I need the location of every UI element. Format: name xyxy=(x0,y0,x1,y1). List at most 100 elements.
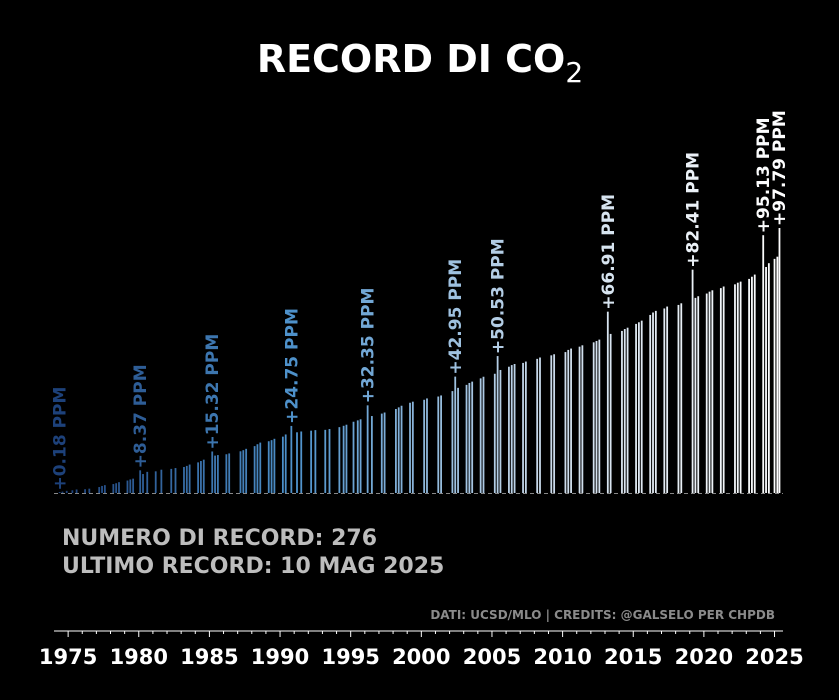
record-bar xyxy=(578,346,581,493)
record-bar xyxy=(778,227,781,494)
record-bar xyxy=(239,451,242,493)
last-record: ULTIMO RECORD: 10 MAG 2025 xyxy=(62,554,444,579)
record-bar xyxy=(352,421,355,493)
record-bar xyxy=(440,395,442,493)
record-annotation-label: +15.32 PPM xyxy=(203,334,223,450)
record-bar xyxy=(451,391,454,493)
record-bar xyxy=(638,322,640,493)
record-bar xyxy=(103,485,106,493)
record-annotation-label: +24.75 PPM xyxy=(282,308,302,424)
record-bar xyxy=(211,451,214,493)
record-bar xyxy=(654,310,657,493)
record-bar xyxy=(694,297,697,493)
x-axis: 1975 1980 1985 1990 1995 2000 2005 2010 2015 2020… xyxy=(39,630,804,669)
x-tick-label: 1975 xyxy=(39,645,97,669)
record-bar xyxy=(185,465,188,493)
record-bar xyxy=(225,454,228,493)
record-bar xyxy=(75,489,78,493)
record-bar xyxy=(328,429,331,493)
record-bar xyxy=(88,488,91,493)
record-bar xyxy=(101,485,103,493)
record-bar xyxy=(748,278,750,493)
record-bar xyxy=(539,357,541,493)
record-bar xyxy=(734,284,736,493)
record-annotation-label: +0.18 PPM xyxy=(51,387,71,491)
record-bar xyxy=(345,424,348,493)
record-bar xyxy=(202,459,205,493)
record-bar xyxy=(324,429,327,493)
record-bar xyxy=(256,444,259,493)
record-bar xyxy=(482,376,485,493)
record-bar xyxy=(553,354,556,493)
record-bar xyxy=(259,442,262,493)
record-annotation-label: +66.91 PPM xyxy=(599,194,619,310)
record-bar xyxy=(270,440,273,493)
record-bar xyxy=(245,448,248,493)
record-annotation-label: +32.35 PPM xyxy=(359,288,379,404)
record-bar xyxy=(71,490,74,493)
record-bar xyxy=(253,446,256,493)
record-bar xyxy=(112,484,115,493)
record-bar xyxy=(411,401,414,493)
record-bar xyxy=(697,296,700,493)
record-count: NUMERO DI RECORD: 276 xyxy=(62,526,377,551)
record-bar xyxy=(595,340,598,493)
record-bar xyxy=(457,387,459,493)
record-bar xyxy=(139,470,142,493)
record-bar xyxy=(342,425,345,493)
record-annotation-label: +42.95 PPM xyxy=(446,259,466,375)
x-tick-label: 2005 xyxy=(463,645,521,669)
record-bar xyxy=(338,427,341,493)
record-bar xyxy=(58,492,61,493)
record-bar xyxy=(471,381,474,493)
record-bar xyxy=(214,455,216,493)
record-bar xyxy=(273,438,276,493)
record-bar xyxy=(183,466,185,493)
record-bar xyxy=(640,320,643,493)
record-bar xyxy=(567,349,570,493)
record-bar xyxy=(680,303,683,493)
record-bar xyxy=(160,469,163,493)
record-bar xyxy=(200,461,202,493)
record-bar xyxy=(142,474,144,493)
x-tick-label: 2025 xyxy=(745,645,803,669)
record-bar xyxy=(383,412,386,493)
record-bar xyxy=(776,256,779,493)
record-bar xyxy=(765,266,767,493)
record-annotations: +0.18 PPM +8.37 PPM +15.32 PPM +24.75 PPM +3… xyxy=(51,110,790,490)
record-bar xyxy=(409,402,411,493)
record-bar xyxy=(564,352,567,493)
record-bar xyxy=(524,361,527,493)
record-bar xyxy=(479,378,482,493)
record-bar xyxy=(300,431,303,493)
record-bar xyxy=(380,413,383,493)
record-bar xyxy=(767,263,770,493)
record-annotation-label: +82.41 PPM xyxy=(684,152,704,268)
record-bar xyxy=(773,258,776,493)
record-bar xyxy=(635,323,637,493)
record-bar xyxy=(359,419,362,493)
record-bar xyxy=(216,455,219,493)
record-bar xyxy=(290,425,293,493)
record-bar xyxy=(666,306,669,493)
record-bar xyxy=(623,329,626,493)
record-bar xyxy=(677,304,680,493)
record-bar xyxy=(663,308,666,493)
record-bar xyxy=(609,333,612,493)
chart-title: RECORD DI CO2 xyxy=(257,37,583,89)
x-tick-label: 1990 xyxy=(251,645,309,669)
record-bar xyxy=(468,382,471,493)
record-bar xyxy=(281,436,284,493)
record-bar xyxy=(465,384,468,493)
chart-title-main: RECORD DI CO xyxy=(257,37,566,81)
record-bar xyxy=(753,274,756,493)
record-bar xyxy=(197,462,199,493)
chart-title-subscript: 2 xyxy=(565,56,583,89)
record-bar xyxy=(626,327,629,493)
record-bar xyxy=(228,453,231,493)
record-bar xyxy=(296,432,298,493)
record-bar xyxy=(513,364,516,493)
record-bar xyxy=(174,468,177,493)
record-annotation-label: +8.37 PPM xyxy=(131,364,151,468)
